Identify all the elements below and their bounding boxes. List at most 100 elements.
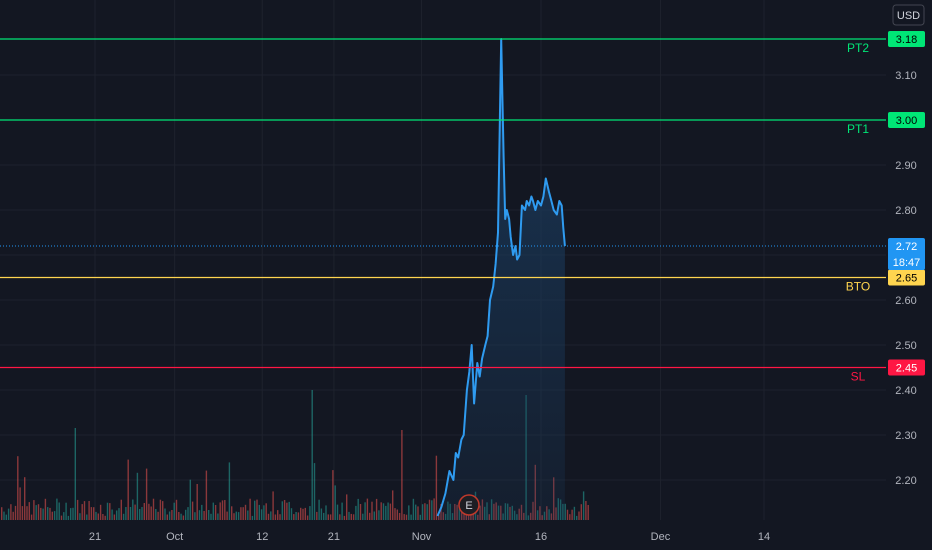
volume-bar bbox=[401, 430, 403, 520]
volume-bar bbox=[415, 504, 417, 520]
volume-bar bbox=[237, 512, 240, 520]
volume-bar bbox=[258, 504, 260, 520]
level-tag-text: 3.18 bbox=[896, 34, 917, 46]
volume-bar bbox=[582, 491, 585, 520]
volume-bar bbox=[350, 513, 352, 520]
price-tick-label: 2.40 bbox=[895, 385, 916, 397]
volume-bar bbox=[132, 499, 134, 520]
volume-bar bbox=[336, 504, 339, 520]
volume-bar bbox=[325, 505, 327, 520]
currency-button-box[interactable] bbox=[892, 4, 925, 26]
volume-bar bbox=[185, 509, 187, 520]
price-tags: 3.18 3.00 2.65 2.45 2.72 18:47 bbox=[888, 31, 925, 376]
volume-bar bbox=[233, 513, 235, 520]
volume-bar bbox=[120, 499, 122, 520]
volume-bar bbox=[164, 508, 166, 520]
level-label-pt2: PT2 bbox=[847, 41, 869, 55]
price-axis[interactable]: 3.10 2.90 2.80 2.60 2.50 2.40 2.30 2.20 bbox=[895, 70, 916, 487]
volume-bar bbox=[104, 515, 106, 520]
volume-bar bbox=[371, 501, 373, 520]
volume-bar bbox=[277, 510, 279, 520]
volume-bar bbox=[302, 508, 304, 520]
volume-bar bbox=[228, 462, 231, 520]
earnings-marker[interactable]: E bbox=[458, 494, 480, 516]
level-tag-box bbox=[888, 359, 925, 376]
currency-label[interactable]: USD bbox=[897, 10, 920, 22]
volume-bar bbox=[21, 506, 24, 520]
volume-bar bbox=[362, 513, 364, 520]
volume-bar bbox=[159, 499, 162, 520]
time-axis[interactable]: 21 Oct 12 21 Nov 16 Dec 14 bbox=[89, 531, 770, 543]
volume-bar bbox=[191, 501, 194, 520]
volume-bar bbox=[279, 514, 281, 520]
volume-bar bbox=[304, 507, 306, 520]
currency-button[interactable]: USD bbox=[892, 4, 925, 26]
volume-bar bbox=[329, 514, 332, 520]
volume-bar bbox=[392, 490, 394, 520]
level-tag-text: 2.45 bbox=[896, 363, 917, 375]
volume-bar bbox=[424, 503, 426, 520]
earnings-icon[interactable] bbox=[458, 494, 480, 516]
volume-bar bbox=[256, 499, 258, 520]
volume-bar bbox=[417, 506, 419, 520]
volume-bar bbox=[81, 504, 83, 520]
volume-bar bbox=[194, 512, 196, 520]
volume-bar bbox=[576, 515, 578, 520]
volume-bar bbox=[265, 503, 267, 520]
volume-bar bbox=[7, 508, 10, 520]
volume-bar bbox=[290, 508, 293, 520]
volume-bar bbox=[274, 514, 277, 520]
volume-bar bbox=[63, 512, 65, 520]
volume-bar bbox=[150, 506, 152, 520]
volume-bar bbox=[129, 507, 132, 520]
volume-bar bbox=[136, 472, 139, 520]
volume-bar bbox=[97, 513, 99, 520]
volume-bar bbox=[240, 507, 242, 520]
volume-bar bbox=[320, 508, 323, 520]
volume-bar bbox=[369, 512, 371, 520]
time-tick-label: 16 bbox=[535, 531, 547, 543]
volume-bar bbox=[288, 501, 290, 520]
volume-bar bbox=[313, 463, 316, 520]
volume-bar bbox=[166, 514, 168, 520]
volume-bar bbox=[373, 511, 375, 520]
price-tick-label: 2.90 bbox=[895, 160, 916, 172]
volume-bar bbox=[378, 510, 380, 520]
volume-bar bbox=[428, 499, 431, 520]
volume-bar bbox=[180, 513, 182, 520]
volume-bar bbox=[70, 508, 72, 520]
volume-bar bbox=[327, 514, 329, 520]
volume-bar bbox=[352, 514, 355, 520]
volume-bar bbox=[389, 503, 392, 520]
volume-bar bbox=[212, 502, 214, 520]
volume-bar bbox=[125, 507, 127, 520]
price-line[interactable] bbox=[436, 38, 566, 517]
volume-bar bbox=[247, 510, 249, 520]
volume-bar bbox=[47, 507, 49, 520]
volume-bar bbox=[173, 502, 175, 520]
volume-bar bbox=[396, 509, 398, 520]
volume-bar bbox=[37, 504, 40, 520]
volume-bar bbox=[113, 514, 116, 520]
volume-bar bbox=[1, 507, 3, 520]
level-tag-box bbox=[888, 269, 925, 286]
volume-bar bbox=[122, 513, 125, 520]
volume-bar bbox=[587, 505, 589, 520]
volume-bar bbox=[300, 507, 302, 520]
volume-bar bbox=[157, 511, 159, 520]
level-lines: PT2 PT1 BTO SL bbox=[0, 38, 886, 384]
level-tag-text: 2.65 bbox=[896, 273, 917, 285]
volume-bar bbox=[30, 514, 33, 520]
volume-bar bbox=[208, 510, 210, 520]
volume-bar bbox=[56, 498, 58, 520]
volume-bar bbox=[263, 505, 265, 520]
volume-bar bbox=[127, 459, 129, 520]
level-label-pt1: PT1 bbox=[847, 122, 869, 136]
volume-bar bbox=[14, 505, 17, 520]
volume-bar bbox=[143, 503, 145, 520]
volume-bar bbox=[88, 501, 90, 520]
volume-bar bbox=[187, 507, 189, 520]
volume-bar bbox=[83, 501, 86, 520]
volume-bar bbox=[65, 502, 67, 520]
